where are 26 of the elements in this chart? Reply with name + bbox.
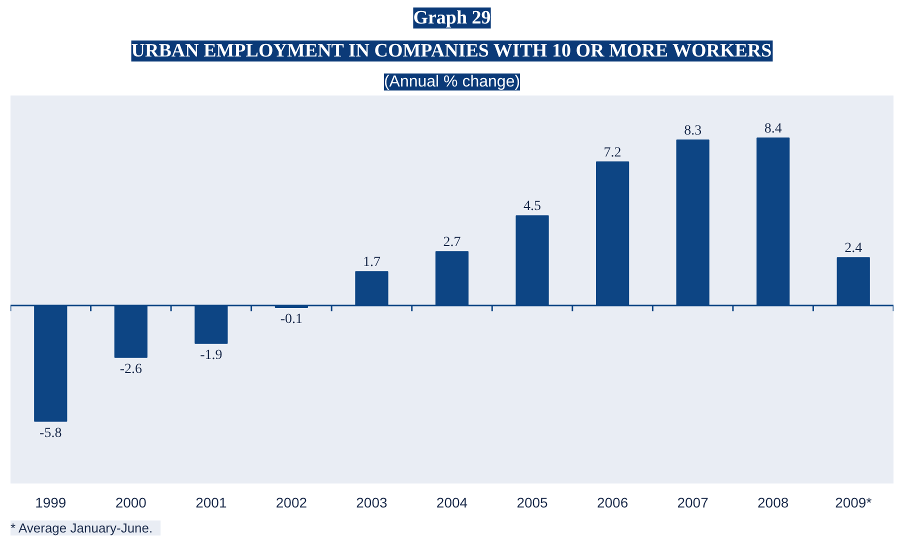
- data-label: -2.6: [120, 362, 142, 378]
- data-label: 2.7: [443, 235, 461, 250]
- x-tick-label: 2008: [758, 494, 789, 510]
- chart-subtitle: URBAN EMPLOYMENT IN COMPANIES WITH 10 OR MORE WORKERS: [131, 40, 772, 62]
- x-tick-label: 2003: [356, 494, 388, 510]
- x-tick-label: 2007: [677, 494, 709, 510]
- data-label: 8.4: [764, 121, 782, 136]
- data-label: 2.4: [844, 240, 862, 256]
- x-tick-label: 1999: [35, 494, 66, 510]
- x-tick-label: 2005: [516, 494, 548, 510]
- data-label: 1.7: [362, 254, 380, 270]
- data-label: 8.3: [684, 123, 702, 138]
- x-tick-label: 2004: [436, 494, 468, 510]
- x-tick-label: 2009*: [835, 494, 872, 510]
- chart-title: Graph 29: [413, 8, 491, 28]
- text: * Average January-June.: [10, 520, 153, 536]
- x-tick-label: 2006: [596, 494, 628, 510]
- y-axis-title: (Annual % change): [384, 74, 520, 90]
- x-tick-label: 2001: [196, 494, 227, 510]
- data-label: 7.2: [604, 145, 622, 160]
- x-tick-label: 2002: [276, 494, 308, 510]
- data-label: -1.9: [200, 348, 222, 364]
- data-label: 4.5: [524, 199, 542, 214]
- data-label: -5.8: [40, 426, 62, 441]
- x-tick-label: 2000: [115, 494, 147, 510]
- data-label: -0.1: [280, 312, 303, 328]
